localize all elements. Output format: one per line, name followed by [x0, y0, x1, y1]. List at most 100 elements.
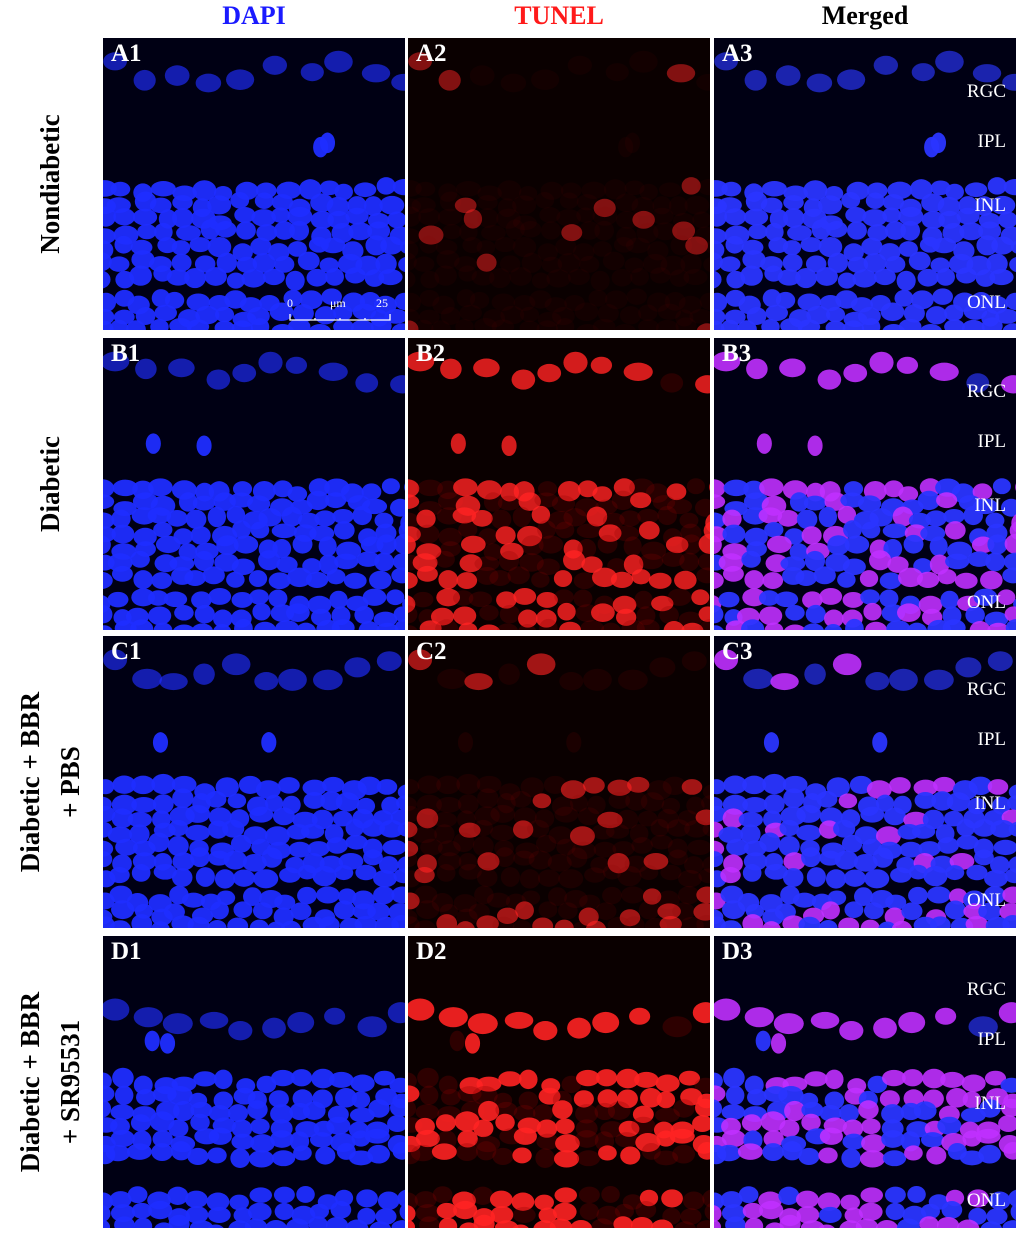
nucleus: [495, 847, 515, 868]
nucleus: [744, 1217, 764, 1228]
nucleus: [869, 550, 892, 571]
nucleus: [144, 1030, 160, 1052]
nucleus: [166, 269, 190, 286]
nucleus: [972, 483, 993, 501]
nucleus: [103, 351, 130, 372]
nucleus: [537, 520, 556, 539]
nucleus: [780, 556, 806, 571]
nucleus: [307, 841, 330, 857]
nucleus: [130, 550, 150, 568]
nucleus: [456, 921, 475, 928]
nucleus: [576, 194, 599, 211]
nucleus: [455, 319, 474, 330]
nucleus: [278, 668, 307, 691]
nucleus: [887, 556, 909, 573]
nucleus: [309, 324, 331, 330]
nucleus: [477, 208, 499, 228]
nucleus: [261, 847, 283, 868]
nucleus: [410, 1144, 436, 1162]
nucleus: [311, 809, 334, 830]
nucleus: [569, 826, 595, 846]
nucleus: [661, 1189, 683, 1208]
nucleus: [590, 856, 610, 874]
micrograph-panel-c1: C1: [103, 636, 405, 928]
nucleus: [285, 356, 308, 374]
nucleus: [651, 595, 674, 612]
nucleus: [314, 510, 336, 527]
nucleus: [1003, 552, 1016, 571]
nucleus: [764, 522, 784, 538]
nucleus: [171, 240, 191, 256]
nucleus: [607, 916, 631, 928]
nucleus: [587, 795, 606, 815]
nucleus: [213, 609, 233, 628]
nucleus: [841, 834, 863, 853]
nucleus: [207, 236, 232, 258]
nucleus: [512, 1206, 536, 1223]
nucleus: [132, 668, 162, 690]
nucleus: [1002, 567, 1016, 584]
nucleus: [399, 1203, 405, 1221]
nucleus: [491, 293, 516, 311]
nucleus: [190, 526, 211, 545]
nucleus: [818, 506, 838, 528]
nucleus: [349, 1107, 375, 1123]
nucleus: [296, 1186, 315, 1203]
nucleus: [544, 297, 567, 313]
nucleus: [531, 69, 560, 90]
nucleus: [818, 1147, 838, 1164]
nucleus: [168, 819, 189, 837]
nucleus: [655, 1074, 680, 1093]
nucleus: [513, 588, 537, 605]
nucleus: [110, 1104, 135, 1120]
nucleus: [699, 292, 710, 311]
row-label-1: Nondiabetic: [0, 38, 100, 330]
nucleus: [956, 834, 979, 850]
nucleus: [782, 240, 802, 256]
nucleus: [746, 307, 767, 325]
nucleus: [741, 550, 761, 568]
nucleus: [529, 290, 552, 309]
nucleus: [785, 605, 805, 621]
nucleus: [268, 572, 291, 590]
nucleus: [806, 73, 833, 93]
nucleus: [103, 292, 117, 312]
nucleus: [645, 483, 669, 503]
nucleus: [513, 295, 536, 311]
nucleus: [714, 292, 728, 312]
panel-label: B1: [111, 340, 141, 367]
nucleus: [744, 1007, 774, 1028]
nucleus: [656, 1091, 676, 1109]
nucleus: [159, 1033, 176, 1054]
nucleus: [955, 657, 982, 678]
nucleus: [974, 849, 994, 866]
nucleus: [598, 1145, 617, 1161]
nucleus: [1015, 483, 1016, 491]
nucleus: [151, 921, 170, 928]
nucleus: [376, 177, 396, 195]
nucleus: [616, 226, 637, 247]
nucleus: [476, 253, 497, 272]
nucleus: [129, 265, 152, 286]
nucleus: [686, 796, 705, 815]
nucleus: [826, 777, 850, 798]
nucleus: [298, 179, 322, 200]
nucleus: [519, 1069, 538, 1090]
nucleus: [691, 589, 710, 606]
nucleus: [929, 362, 959, 381]
nucleus: [961, 319, 985, 330]
nucleus: [956, 267, 977, 284]
nucleus: [438, 1007, 468, 1028]
nucleus: [493, 1092, 513, 1109]
nucleus: [458, 822, 481, 838]
nucleus: [630, 1217, 654, 1228]
nucleus: [103, 228, 116, 245]
nucleus: [859, 570, 879, 588]
nucleus: [885, 894, 907, 910]
nucleus: [373, 1070, 396, 1086]
nucleus: [559, 192, 579, 209]
nucleus: [858, 1100, 879, 1120]
nucleus: [412, 591, 434, 608]
nucleus: [879, 572, 902, 590]
nucleus: [882, 1069, 906, 1087]
